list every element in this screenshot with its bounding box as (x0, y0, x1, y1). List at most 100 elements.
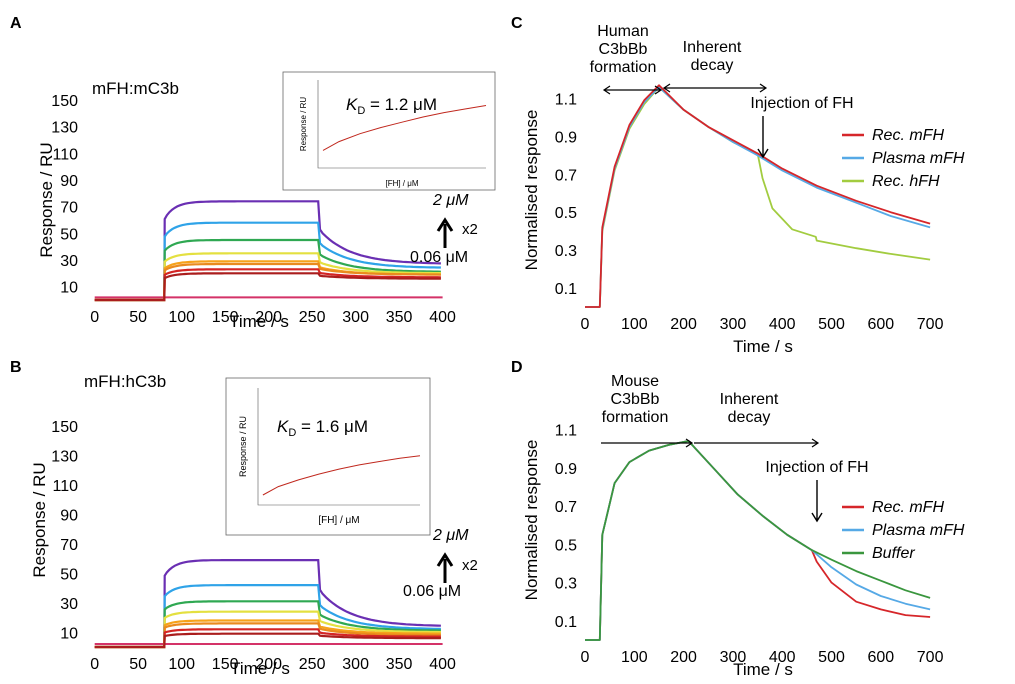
chart-c-ytick: 1.1 (555, 91, 577, 108)
chart-c-xtick: 600 (867, 316, 894, 333)
chart-b-ytick: 90 (60, 507, 78, 524)
chart-c-legend-label: Rec. hFH (872, 173, 940, 190)
chart-b-xtick: 250 (299, 656, 326, 673)
chart-a-ytick: 70 (60, 200, 78, 217)
chart-c-series-line (585, 86, 931, 308)
chart-b-ytick: 70 (60, 537, 78, 554)
chart-a-series-line (94, 272, 441, 302)
chart-b-series-line (94, 584, 441, 649)
chart-c-xtick: 100 (621, 316, 648, 333)
chart-c-injection-label: Injection of FH (750, 95, 853, 112)
chart-b-kd: KD = 1.6 μM (277, 417, 368, 439)
chart-c-ytick: 0.7 (555, 167, 577, 184)
chart-d-legend-label: Plasma mFH (872, 522, 965, 539)
chart-c-ytick: 0.9 (555, 129, 577, 146)
chart-a-xtick: 100 (168, 309, 195, 326)
chart-d-ytick: 0.9 (555, 461, 577, 478)
chart-c-ytick: 0.1 (555, 281, 577, 298)
chart-a-series-line (94, 260, 441, 302)
chart-a: mFH:mC3b Response / RU Time / s 0 50 100 15… (37, 71, 496, 331)
chart-d-xlabel: Time / s (733, 660, 793, 679)
chart-b-xtick: 350 (386, 656, 413, 673)
chart-d-series-line (585, 440, 931, 641)
chart-c-phase1: Human C3bBb formation (590, 23, 657, 76)
chart-c-ytick: 0.5 (555, 205, 577, 222)
chart-c-ytick: 0.3 (555, 243, 577, 260)
chart-b-ytick: 150 (51, 419, 78, 436)
chart-c-legend-label: Plasma mFH (872, 150, 965, 167)
chart-a-series-line (94, 238, 441, 302)
chart-b-ytick: 110 (52, 478, 78, 495)
chart-a-xtick: 50 (129, 309, 147, 326)
chart-b-series-line (94, 559, 441, 649)
chart-d-xtick: 100 (621, 649, 648, 666)
chart-c-formation-arrow (602, 85, 663, 95)
chart-a-kd: KD = 1.2 μM (346, 95, 437, 117)
chart-a-xtick: 200 (255, 309, 282, 326)
chart-b-xlabel: Time / s (230, 659, 290, 678)
chart-b-title: mFH:hC3b (84, 372, 166, 391)
chart-b-up-arrow (436, 552, 454, 583)
chart-d-formation-arrow (601, 438, 694, 448)
chart-d-ytick: 0.5 (555, 537, 577, 554)
chart-b-ytick: 50 (60, 566, 78, 583)
chart-a-inset-fit-line (322, 105, 487, 151)
chart-c: Normalised response Time / s 0 100 200 300 4… (522, 23, 965, 356)
chart-b-ytick: 10 (60, 625, 78, 642)
chart-d-legend-label: Rec. mFH (872, 499, 944, 516)
chart-b-inset-xlabel: [FH] / μM (318, 515, 359, 526)
chart-a-series-line (94, 252, 441, 302)
chart-d-ylabel: Normalised response (522, 440, 541, 601)
chart-d-series-line (585, 440, 931, 641)
chart-d-decay-arrow (694, 438, 820, 448)
chart-a-ytick: 30 (60, 253, 78, 270)
chart-b-top-conc: 2 μM (432, 527, 469, 544)
chart-b-bottom-conc: 0.06 μM (403, 583, 461, 600)
chart-a-ytick: 10 (60, 280, 78, 297)
panel-label-c: C (511, 15, 523, 32)
panel-label-a: A (10, 15, 22, 32)
chart-d-injection-arrow (811, 480, 823, 523)
chart-a-title: mFH:mC3b (92, 79, 179, 98)
chart-c-xtick: 400 (769, 316, 796, 333)
chart-b-series-line (94, 619, 441, 649)
chart-b-x2: x2 (462, 557, 478, 574)
chart-c-decay-arrow (662, 83, 768, 93)
chart-a-ytick: 150 (51, 93, 78, 110)
chart-b-inset-axes (257, 388, 420, 506)
chart-b-series-line (94, 628, 441, 649)
chart-c-injection-arrow (757, 116, 769, 159)
chart-a-xtick: 250 (299, 309, 326, 326)
chart-d-xtick: 500 (818, 649, 845, 666)
chart-d-ytick: 0.7 (555, 499, 577, 516)
chart-b-xtick: 50 (129, 656, 147, 673)
chart-a-top-conc: 2 μM (432, 192, 469, 209)
chart-d-xtick: 700 (917, 649, 944, 666)
chart-a-bottom-conc: 0.06 μM (410, 249, 468, 266)
chart-c-series-line (585, 86, 931, 308)
chart-a-xtick: 350 (386, 309, 413, 326)
chart-a-x2: x2 (462, 221, 478, 238)
chart-a-series-line (94, 262, 441, 302)
chart-a-ytick: 110 (52, 146, 78, 163)
chart-d-xtick: 600 (867, 649, 894, 666)
chart-d-xtick: 300 (720, 649, 747, 666)
chart-c-xtick: 200 (670, 316, 697, 333)
chart-c-ylabel: Normalised response (522, 110, 541, 271)
chart-a-series-line (94, 221, 441, 302)
chart-b-series-line (94, 632, 441, 649)
chart-b-xtick: 300 (342, 656, 369, 673)
chart-b-xtick: 400 (429, 656, 456, 673)
chart-b-xtick: 200 (255, 656, 282, 673)
chart-d-ytick: 1.1 (555, 423, 577, 440)
chart-c-xtick: 500 (818, 316, 845, 333)
chart-b-xtick: 0 (90, 656, 99, 673)
chart-d: Normalised response Time / s 0 100 200 300 4… (522, 373, 965, 679)
chart-c-xtick: 700 (917, 316, 944, 333)
chart-a-inset: [FH] / μM Response / RU (282, 71, 496, 191)
chart-a-xtick: 0 (90, 309, 99, 326)
chart-a-inset-axes (317, 80, 486, 169)
chart-c-phase2: Inherent decay (683, 39, 742, 74)
chart-a-series-line (94, 268, 441, 302)
